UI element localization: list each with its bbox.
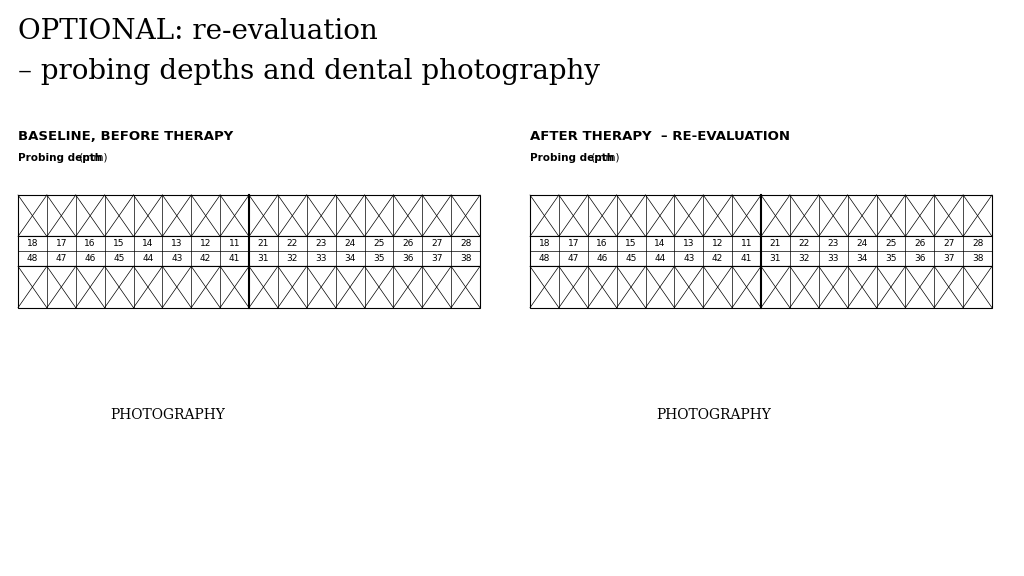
Text: 23: 23 bbox=[827, 240, 839, 248]
Text: 38: 38 bbox=[460, 255, 471, 263]
Text: 17: 17 bbox=[567, 240, 579, 248]
Text: 17: 17 bbox=[55, 240, 67, 248]
Text: 35: 35 bbox=[885, 255, 897, 263]
Text: 13: 13 bbox=[683, 240, 694, 248]
Text: 46: 46 bbox=[85, 255, 96, 263]
Bar bbox=[18, 266, 480, 308]
Bar bbox=[530, 195, 992, 236]
Text: 25: 25 bbox=[886, 240, 897, 248]
Text: 15: 15 bbox=[114, 240, 125, 248]
Text: 26: 26 bbox=[914, 240, 926, 248]
Text: BASELINE, BEFORE THERAPY: BASELINE, BEFORE THERAPY bbox=[18, 130, 233, 143]
Text: 24: 24 bbox=[856, 240, 867, 248]
Text: 28: 28 bbox=[972, 240, 983, 248]
Text: 47: 47 bbox=[55, 255, 67, 263]
Text: 21: 21 bbox=[770, 240, 781, 248]
Text: 18: 18 bbox=[27, 240, 38, 248]
Text: 34: 34 bbox=[856, 255, 867, 263]
Text: 12: 12 bbox=[200, 240, 211, 248]
Text: 41: 41 bbox=[229, 255, 241, 263]
Text: OPTIONAL: re-evaluation: OPTIONAL: re-evaluation bbox=[18, 18, 378, 45]
Text: 23: 23 bbox=[315, 240, 327, 248]
Text: 43: 43 bbox=[171, 255, 182, 263]
Bar bbox=[530, 236, 992, 266]
Text: Probing depth: Probing depth bbox=[18, 153, 102, 163]
Text: 28: 28 bbox=[460, 240, 471, 248]
Text: PHOTOGRAPHY: PHOTOGRAPHY bbox=[111, 408, 225, 422]
Text: 46: 46 bbox=[597, 255, 608, 263]
Text: 34: 34 bbox=[344, 255, 355, 263]
Text: 37: 37 bbox=[943, 255, 954, 263]
Text: 13: 13 bbox=[171, 240, 182, 248]
Text: 31: 31 bbox=[770, 255, 781, 263]
Text: 14: 14 bbox=[142, 240, 154, 248]
Text: 11: 11 bbox=[228, 240, 241, 248]
Text: 41: 41 bbox=[741, 255, 753, 263]
Text: (mm): (mm) bbox=[588, 153, 620, 163]
Text: 32: 32 bbox=[799, 255, 810, 263]
Text: 31: 31 bbox=[258, 255, 269, 263]
Text: – probing depths and dental photography: – probing depths and dental photography bbox=[18, 58, 600, 85]
Text: 15: 15 bbox=[626, 240, 637, 248]
Text: 44: 44 bbox=[142, 255, 154, 263]
Text: 18: 18 bbox=[539, 240, 550, 248]
Text: AFTER THERAPY  – RE-EVALUATION: AFTER THERAPY – RE-EVALUATION bbox=[530, 130, 790, 143]
Text: 43: 43 bbox=[683, 255, 694, 263]
Text: 42: 42 bbox=[712, 255, 723, 263]
Bar bbox=[18, 195, 480, 236]
Text: 25: 25 bbox=[374, 240, 385, 248]
Text: (mm): (mm) bbox=[76, 153, 108, 163]
Text: 24: 24 bbox=[344, 240, 355, 248]
Text: 14: 14 bbox=[654, 240, 666, 248]
Bar bbox=[530, 266, 992, 308]
Text: 42: 42 bbox=[200, 255, 211, 263]
Text: 16: 16 bbox=[84, 240, 96, 248]
Text: 32: 32 bbox=[287, 255, 298, 263]
Text: 48: 48 bbox=[539, 255, 550, 263]
Text: Probing depth: Probing depth bbox=[530, 153, 614, 163]
Text: 26: 26 bbox=[402, 240, 414, 248]
Text: 27: 27 bbox=[943, 240, 954, 248]
Text: 38: 38 bbox=[972, 255, 983, 263]
Text: PHOTOGRAPHY: PHOTOGRAPHY bbox=[656, 408, 771, 422]
Text: 12: 12 bbox=[712, 240, 723, 248]
Text: 36: 36 bbox=[914, 255, 926, 263]
Text: 36: 36 bbox=[402, 255, 414, 263]
Text: 47: 47 bbox=[567, 255, 579, 263]
Text: 33: 33 bbox=[827, 255, 839, 263]
Text: 37: 37 bbox=[431, 255, 442, 263]
Text: 22: 22 bbox=[287, 240, 298, 248]
Text: 27: 27 bbox=[431, 240, 442, 248]
Bar bbox=[18, 236, 480, 266]
Text: 44: 44 bbox=[654, 255, 666, 263]
Text: 33: 33 bbox=[315, 255, 327, 263]
Text: 22: 22 bbox=[799, 240, 810, 248]
Text: 16: 16 bbox=[596, 240, 608, 248]
Text: 45: 45 bbox=[114, 255, 125, 263]
Text: 45: 45 bbox=[626, 255, 637, 263]
Text: 11: 11 bbox=[740, 240, 753, 248]
Text: 35: 35 bbox=[373, 255, 385, 263]
Text: 21: 21 bbox=[258, 240, 269, 248]
Text: 48: 48 bbox=[27, 255, 38, 263]
